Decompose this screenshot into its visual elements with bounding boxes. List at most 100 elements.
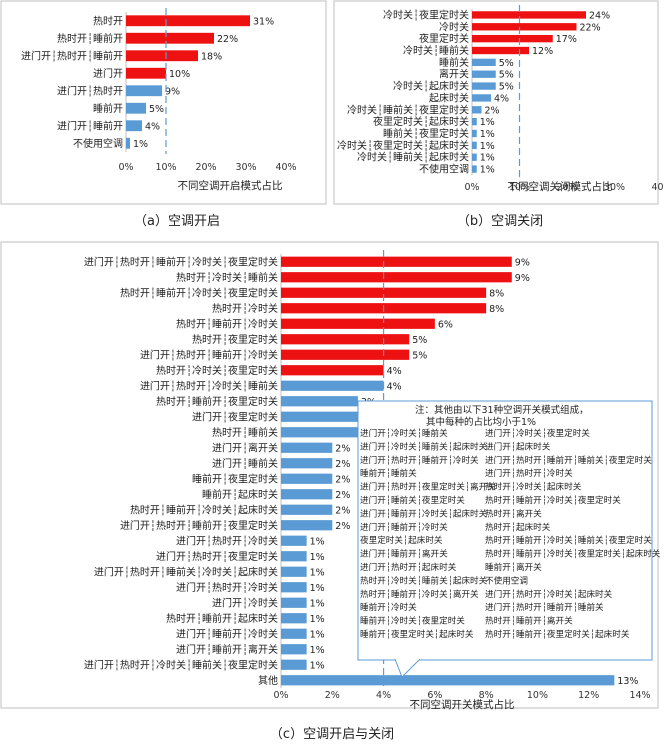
annotation-item: 进门开┆睡前开┆冷时关┆起床时关 [360, 507, 488, 519]
c-bar [281, 411, 358, 422]
panel-a-xlabel: 不同空调开启模式占比 [178, 179, 283, 192]
c-data-label: 5% [412, 335, 427, 346]
c-data-label: 1% [310, 567, 325, 578]
b-x-tick-label: 20% [556, 182, 577, 193]
c-bar [281, 597, 307, 608]
panel-b-frame [333, 0, 659, 205]
annotation-column-2: 进门开┆冷时关┆夜里定时关进门开┆起床时关进门开┆热时开┆睡前开┆睡前关┆夜里定… [485, 427, 661, 640]
c-category-label: 热时开┆冷时关 [212, 302, 278, 315]
c-data-label: 1% [310, 598, 325, 609]
panel-c-caption: （c）空调开启与关闭 [270, 727, 394, 742]
annotation-item: 热时开┆睡前开┆冷时关┆离开关 [360, 588, 479, 600]
c-x-tick-label: 6% [427, 690, 442, 701]
panel-b-xlabel: 不同空调关闭模式占比 [508, 180, 613, 193]
c-category-label: 进门开┆热时开┆睡前开┆冷时关┆夜里定时关 [84, 255, 278, 268]
annotation-item: 热时开┆冷时关┆起床时关 [485, 481, 582, 493]
c-data-label: 4% [387, 381, 402, 392]
c-data-label: 6% [438, 319, 453, 330]
annotation-item: 进门开┆热时开┆睡前开┆睡前关┆夜里定时关 [485, 454, 652, 466]
annotation-item: 进门开┆睡前开┆离开关 [360, 548, 448, 560]
c-data-label: 2% [335, 490, 350, 501]
a-category-label: 睡前开 [93, 102, 123, 115]
b-category-label: 夜里定时关 [419, 32, 469, 45]
c-data-label: 1% [310, 660, 325, 671]
c-data-label: 2% [335, 474, 350, 485]
b-bar [472, 106, 482, 114]
c-bar [281, 256, 512, 267]
c-data-label: 1% [310, 645, 325, 656]
c-data-label: 2% [335, 505, 350, 516]
b-bar [472, 46, 529, 55]
annotation-item: 进门开┆热时开┆冷时关┆起床时关 [485, 588, 613, 600]
c-bar [281, 396, 358, 407]
c-category-label: 进门开┆热时开┆冷时关 [176, 534, 278, 547]
annotation-item: 进门开┆冷时关┆睡前关 [360, 427, 448, 439]
annotation-item: 热时开┆睡前开┆冷时关┆睡前关┆夜里定时关 [485, 534, 652, 546]
c-bar [281, 628, 307, 639]
b-data-label: 22% [580, 22, 601, 33]
c-category-label: 进门开┆睡前开┆冷时关 [176, 627, 278, 640]
panel-a-plot: 0% 10% 20% 30% 40% 热时开 31% 热时开┆睡前开 22% 进门开┆热时开┆睡前… [21, 8, 297, 173]
a-bar [126, 32, 214, 44]
c-data-label: 4% [387, 366, 402, 377]
a-data-label: 10% [169, 69, 190, 80]
annotation-item: 热时开┆冷时关┆睡前关┆起床时关 [360, 574, 488, 586]
c-bar [281, 535, 307, 546]
c-x-tick-label: 10% [527, 690, 548, 701]
a-data-label: 4% [145, 121, 160, 132]
c-bar [281, 675, 615, 686]
b-category-label: 冷时关┆起床时关 [393, 80, 469, 93]
b-bar [472, 82, 496, 90]
annotation-item: 进门开┆热时开┆夜里定时关┆离开关 [360, 481, 496, 493]
annotation-item: 夜里定时关┆起床时关 [360, 534, 443, 546]
annotation-item: 热时开┆睡前开┆冷时关┆夜里定时关┆起床时关 [485, 548, 661, 560]
annotation-item: 进门开┆睡前开┆冷时关 [360, 521, 448, 533]
b-data-label: 5% [499, 70, 514, 81]
annotation-item: 热时开┆睡前开┆冷时关┆夜里定时关 [485, 494, 621, 506]
a-category-label: 进门开┆热时开┆睡前开 [21, 49, 123, 62]
c-bar [281, 551, 307, 562]
b-data-label: 1% [480, 153, 495, 164]
panel-a-frame [0, 0, 327, 205]
c-bar [281, 582, 307, 593]
b-bar [472, 34, 553, 43]
a-data-label: 31% [253, 16, 274, 27]
c-bar [281, 442, 333, 453]
annotation-item: 热时开┆睡前开┆离开关 [485, 615, 573, 627]
annotation-item: 进门开┆起床时关 [485, 440, 551, 452]
b-bar [472, 153, 477, 161]
c-data-label: 5% [412, 350, 427, 361]
a-bar [126, 50, 198, 62]
c-data-label: 13% [617, 676, 638, 687]
c-category-label: 热时开┆夜里定时关 [192, 333, 278, 346]
annotation-item: 睡前开┆冷时关┆夜里定时关 [360, 615, 465, 627]
a-data-label: 18% [201, 51, 222, 62]
c-bar [281, 349, 410, 360]
a-x-tick-label: 20% [195, 162, 216, 173]
annotation-title-1: 注：其他由以下31种空调开关模式组成， [415, 404, 589, 416]
b-category-label: 冷时关┆夜里定时关┆起床时关 [337, 139, 469, 152]
c-data-label: 8% [489, 288, 504, 299]
b-data-label: 12% [532, 46, 553, 57]
a-bar [126, 67, 166, 79]
c-category-label: 进门开┆热时开┆睡前开┆冷时关 [140, 348, 278, 361]
c-bar [281, 659, 307, 670]
c-bar [281, 644, 307, 655]
c-bar [281, 287, 487, 298]
annotation-item: 热时开┆起床时关 [485, 521, 551, 533]
c-bar [281, 380, 384, 391]
b-category-label: 睡前关 [439, 56, 469, 69]
annotation-pointer [394, 658, 421, 678]
c-bar [281, 473, 333, 484]
b-category-label: 夜里定时关┆起床时关 [373, 115, 469, 128]
annotation-item: 进门开┆睡前关┆夜里定时关 [360, 494, 465, 506]
b-data-label: 1% [480, 165, 495, 176]
a-category-label: 热时开┆睡前开 [57, 32, 123, 45]
panel-b-plot: 0% 10% 20% 30% 40% 冷时关┆夜里定时关 24% 冷时关 22% 夜里定时关 17%… [337, 5, 664, 193]
a-bar [126, 85, 162, 97]
b-category-label: 冷时关┆睡前关┆起床时关 [357, 151, 469, 164]
annotation-column-1: 进门开┆冷时关┆睡前关进门开┆冷时关┆睡前关┆起床时关进门开┆热时开┆睡前开┆冷… [360, 427, 496, 640]
b-category-label: 睡前关┆夜里定时关 [383, 127, 469, 140]
b-category-label: 冷时关┆睡前关┆夜里定时关 [347, 103, 469, 116]
a-category-label: 进门开┆热时开 [57, 84, 123, 97]
